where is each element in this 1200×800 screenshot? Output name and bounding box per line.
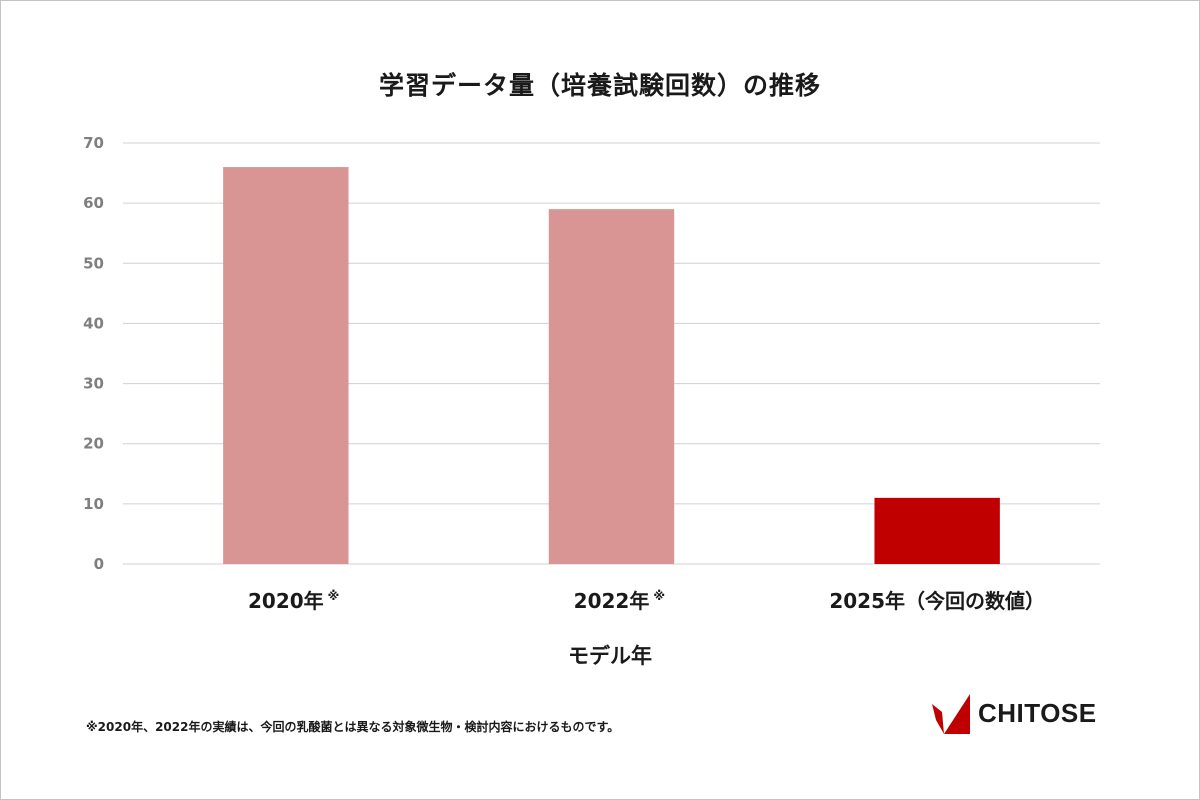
y-tick-label: 70 — [83, 134, 104, 152]
x-tick-label: 2025年（今回の数値） — [829, 589, 1045, 613]
x-tick-note-mark: ※ — [653, 589, 665, 603]
x-tick-label: 2020年 — [248, 589, 324, 613]
x-tick-note-mark: ※ — [328, 589, 340, 603]
x-tick-label: 2022年 — [574, 589, 650, 613]
logo-text: CHITOSE — [978, 697, 1097, 728]
bar — [223, 167, 349, 565]
y-tick-label: 20 — [83, 435, 104, 453]
y-tick-label: 30 — [83, 375, 104, 393]
y-tick-label: 50 — [83, 254, 104, 272]
bar — [548, 209, 675, 564]
company-logo: CHITOSE — [930, 690, 1097, 736]
y-tick-label: 60 — [83, 194, 104, 212]
chart-title: 学習データ量（培養試験回数）の推移 — [378, 71, 821, 100]
footnote: ※2020年、2022年の実績は、今回の乳酸菌とは異なる対象微生物・検討内容にお… — [86, 720, 620, 734]
y-tick-label: 40 — [83, 314, 104, 332]
x-axis-label: モデル年 — [568, 644, 652, 668]
y-tick-label: 0 — [94, 555, 104, 573]
chitose-bird-logo-icon — [932, 694, 970, 734]
y-tick-label: 10 — [83, 495, 104, 513]
bar — [874, 497, 1000, 564]
